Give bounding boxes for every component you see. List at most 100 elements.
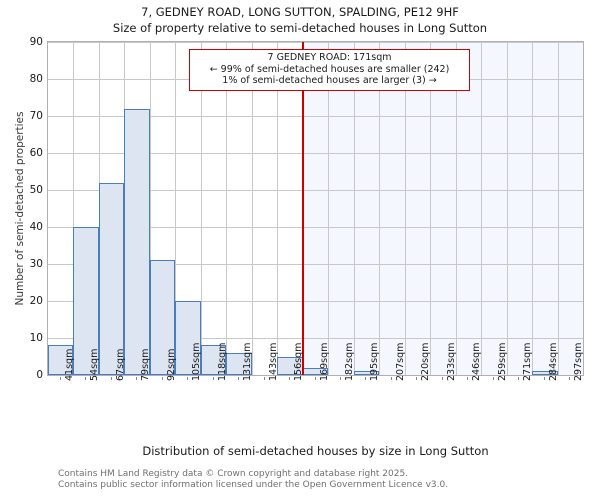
- x-tick-mark: [365, 377, 366, 380]
- gridline-vertical: [430, 42, 431, 375]
- gridline-vertical: [379, 42, 380, 375]
- gridline-vertical: [150, 42, 151, 375]
- x-tick-mark: [544, 377, 545, 380]
- x-tick-mark: [569, 377, 570, 380]
- x-tick-label: 118sqm: [216, 342, 228, 381]
- footer-line-1: Contains HM Land Registry data © Crown c…: [58, 469, 409, 479]
- x-tick-label: 105sqm: [191, 342, 203, 381]
- gridline-vertical: [481, 42, 482, 375]
- y-tick-label: 90: [29, 36, 43, 48]
- x-tick-mark: [85, 377, 86, 380]
- x-tick-label: 54sqm: [89, 348, 101, 381]
- y-tick-label: 20: [29, 295, 43, 307]
- bar: [99, 182, 124, 375]
- x-tick-mark: [416, 377, 417, 380]
- x-tick-label: 143sqm: [267, 342, 279, 381]
- bar: [175, 301, 201, 375]
- x-tick-mark: [315, 377, 316, 380]
- gridline-horizontal: [48, 264, 583, 265]
- bar: [150, 260, 175, 375]
- x-tick-mark: [213, 377, 214, 380]
- gridline-horizontal: [48, 190, 583, 191]
- x-tick-label: 246sqm: [471, 342, 483, 381]
- gridline-vertical: [252, 42, 253, 375]
- x-tick-label: 297sqm: [573, 342, 585, 381]
- x-tick-label: 271sqm: [522, 342, 534, 381]
- gridline-vertical: [354, 42, 355, 375]
- x-tick-mark: [518, 377, 519, 380]
- y-tick-label: 0: [36, 369, 43, 381]
- x-tick-label: 182sqm: [343, 342, 355, 381]
- gridline-vertical: [226, 42, 227, 375]
- larger-than-marker-shaded-region: [303, 42, 583, 375]
- x-tick-mark: [493, 377, 494, 380]
- y-tick-label: 40: [29, 221, 43, 233]
- x-tick-mark: [442, 377, 443, 380]
- x-tick-label: 79sqm: [140, 348, 152, 381]
- x-tick-label: 195sqm: [369, 342, 381, 381]
- x-tick-mark: [391, 377, 392, 380]
- bar: [226, 352, 252, 375]
- gridline-horizontal: [48, 116, 583, 117]
- annotation-property-label: 7 GEDNEY ROAD: 171sqm: [267, 52, 392, 63]
- y-tick-label: 70: [29, 110, 43, 122]
- x-tick-label: 67sqm: [114, 348, 126, 381]
- x-tick-mark: [238, 377, 239, 380]
- gridline-vertical: [405, 42, 406, 375]
- plot-area: [47, 41, 584, 376]
- x-tick-mark: [60, 377, 61, 380]
- gridline-vertical: [201, 42, 202, 375]
- x-tick-label: 169sqm: [318, 342, 330, 381]
- gridline-horizontal: [48, 227, 583, 228]
- bar: [532, 371, 558, 375]
- annotation-smaller-text: ← 99% of semi-detached houses are smalle…: [209, 63, 450, 75]
- property-annotation-box: 7 GEDNEY ROAD: 171sqm ← 99% of semi-deta…: [189, 49, 470, 91]
- gridline-vertical: [532, 42, 533, 375]
- y-tick-label: 80: [29, 73, 43, 85]
- x-tick-label: 207sqm: [394, 342, 406, 381]
- footer-attribution: Contains HM Land Registry data © Crown c…: [58, 469, 598, 491]
- x-axis-title: Distribution of semi-detached houses by …: [142, 444, 489, 458]
- x-tick-mark: [467, 377, 468, 380]
- footer-line-2: Contains public sector information licen…: [58, 480, 449, 490]
- gridline-vertical: [507, 42, 508, 375]
- gridline-vertical: [73, 42, 74, 375]
- gridline-vertical: [277, 42, 278, 375]
- x-tick-mark: [136, 377, 137, 380]
- bar: [201, 345, 226, 375]
- x-tick-label: 41sqm: [63, 348, 75, 381]
- chart-subtitle: Size of property relative to semi-detach…: [112, 21, 488, 35]
- gridline-horizontal: [48, 42, 583, 43]
- x-tick-mark: [264, 377, 265, 380]
- x-tick-label: 233sqm: [445, 342, 457, 381]
- gridline-horizontal: [48, 301, 583, 302]
- x-tick-mark: [187, 377, 188, 380]
- x-tick-mark: [162, 377, 163, 380]
- annotation-larger-text: 1% of semi-detached houses are larger (3…: [222, 75, 437, 86]
- gridline-horizontal: [48, 338, 583, 339]
- chart-title-block: 7, GEDNEY ROAD, LONG SUTTON, SPALDING, P…: [0, 4, 600, 36]
- bar: [48, 345, 73, 375]
- x-tick-mark: [340, 377, 341, 380]
- gridline-vertical: [328, 42, 329, 375]
- plot-inner: [48, 42, 583, 375]
- bar: [354, 371, 379, 375]
- x-axis-tick-labels: 41sqm 54sqm 67sqm 79sqm 92sqm 105sqm 118sqm 131…: [47, 343, 584, 437]
- y-axis-title: Number of semi-detached properties: [14, 111, 26, 306]
- property-size-marker-line: [302, 42, 304, 375]
- y-tick-label: 60: [29, 147, 43, 159]
- x-tick-label: 220sqm: [420, 342, 432, 381]
- y-tick-label: 50: [29, 184, 43, 196]
- y-tick-label: 30: [29, 258, 43, 270]
- bar: [124, 108, 150, 375]
- x-tick-mark: [111, 377, 112, 380]
- x-tick-label: 156sqm: [293, 342, 305, 381]
- x-tick-label: 92sqm: [165, 348, 177, 381]
- x-tick-label: 259sqm: [496, 342, 508, 381]
- x-tick-label: 284sqm: [547, 342, 559, 381]
- x-tick-label: 131sqm: [242, 342, 254, 381]
- y-axis-tick-labels: 0 10 20 30 40 50 60 70 80 90: [0, 37, 43, 381]
- x-tick-mark: [289, 377, 290, 380]
- gridline-vertical: [456, 42, 457, 375]
- gridline-horizontal: [48, 153, 583, 154]
